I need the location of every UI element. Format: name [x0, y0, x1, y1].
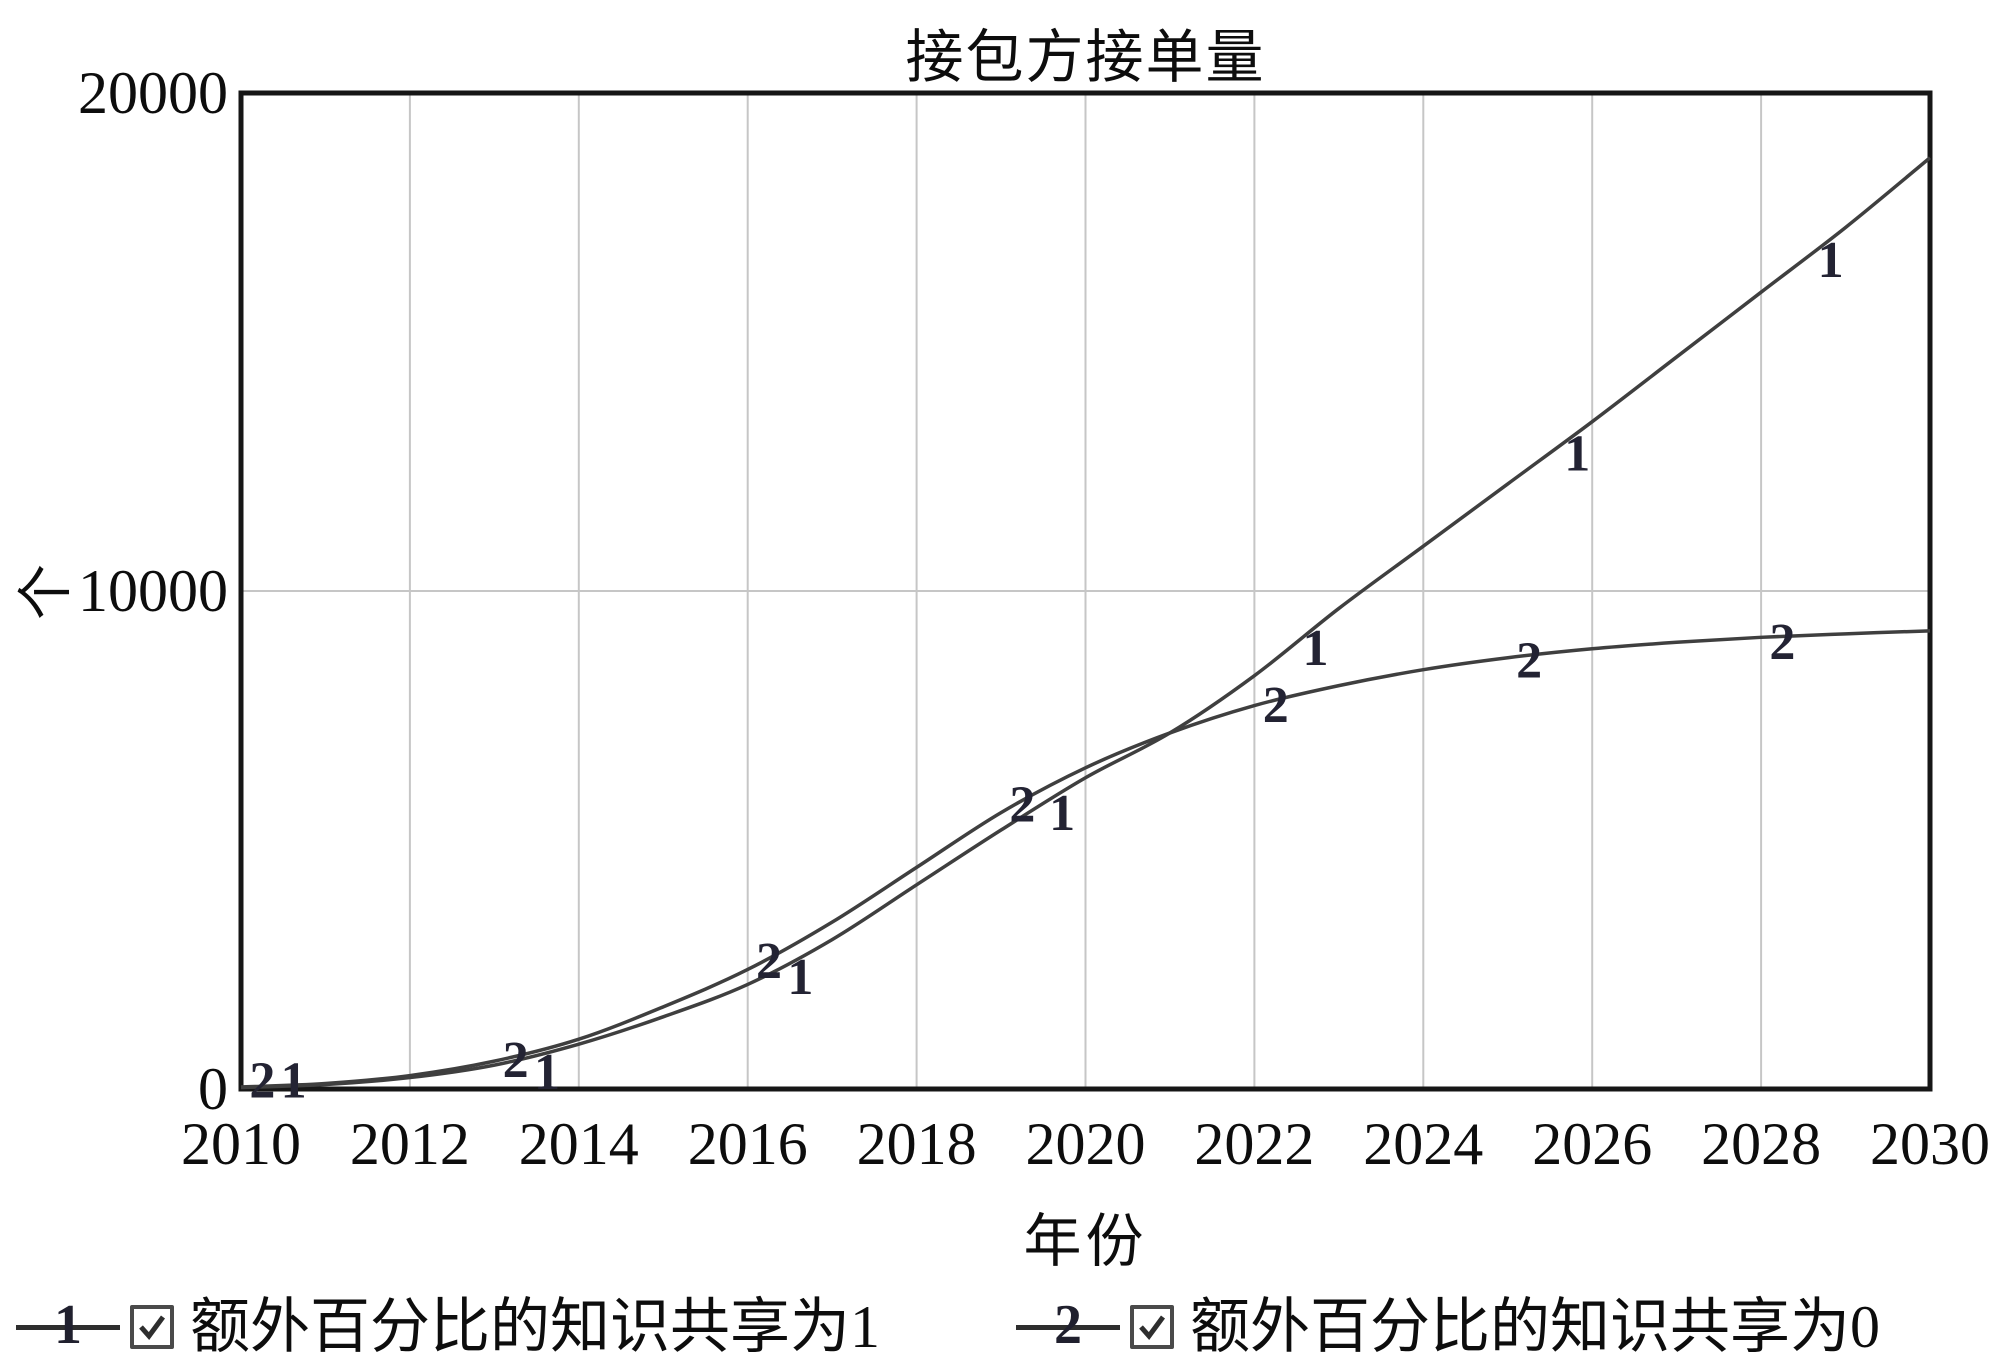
x-tick-label: 2012	[350, 1111, 470, 1177]
curve-label-1: 1	[787, 949, 813, 1006]
series-2-curve	[240, 629, 1931, 1089]
curve-label-2: 2	[1769, 614, 1795, 671]
curve-label-1: 1	[281, 1053, 307, 1110]
y-tick-label: 20000	[78, 60, 228, 126]
x-tick-label: 2014	[519, 1111, 639, 1177]
x-tick-label: 2016	[688, 1111, 808, 1177]
curve-label-2: 2	[1516, 633, 1542, 690]
x-tick-label: 2020	[1026, 1111, 1146, 1177]
x-tick-label: 2030	[1870, 1111, 1990, 1177]
checkmark-icon	[139, 1315, 166, 1340]
x-tick-label: 2028	[1701, 1111, 1821, 1177]
curve-label-1: 1	[1564, 426, 1590, 483]
y-tick-label: 0	[198, 1056, 228, 1122]
series-1-curve	[240, 156, 1932, 1090]
curve-label-2: 2	[249, 1053, 275, 1110]
curve-label-1: 1	[1303, 620, 1329, 677]
legend-mark-2: 2	[1054, 1293, 1082, 1356]
legend-label-2: 额外百分比的知识共享为0	[1190, 1294, 1880, 1360]
x-tick-label: 2022	[1194, 1111, 1314, 1177]
x-tick-label: 2018	[857, 1111, 977, 1177]
legend-label-1: 额外百分比的知识共享为1	[190, 1294, 880, 1360]
x-axis-label: 年份	[1023, 1209, 1148, 1274]
curve-label-2: 2	[756, 933, 782, 990]
legend-line-sample-2: 2	[1016, 1296, 1120, 1358]
legend-line-1	[16, 1325, 120, 1330]
legend-line-sample-1: 1	[16, 1296, 120, 1358]
x-tick-label: 2024	[1363, 1111, 1483, 1177]
y-axis-label: 个	[16, 564, 78, 620]
curve-label-1: 1	[1818, 232, 1844, 289]
curve-label-1: 1	[1049, 785, 1075, 842]
legend: 1 额外百分比的知识共享为1 2 额外百分比的知识共享为0	[0, 1296, 2000, 1358]
x-tick-label: 2010	[181, 1111, 301, 1177]
series-2-checkbox[interactable]	[1130, 1305, 1174, 1349]
legend-line-2	[1016, 1325, 1120, 1330]
x-tick-label: 2026	[1532, 1111, 1652, 1177]
curve-label-2: 2	[1009, 777, 1035, 834]
curve-label-1: 1	[534, 1044, 560, 1101]
chart-title: 接包方接单量	[905, 25, 1266, 90]
legend-item-series-1: 1 额外百分比的知识共享为1	[16, 1296, 880, 1358]
series-1-checkbox[interactable]	[130, 1305, 174, 1349]
curve-label-2: 2	[503, 1032, 529, 1089]
checkmark-icon	[1139, 1315, 1166, 1340]
plot-frame	[238, 90, 1933, 1092]
legend-mark-1: 1	[54, 1293, 82, 1356]
curve-label-2: 2	[1263, 677, 1289, 734]
legend-item-series-2: 2 额外百分比的知识共享为0	[1016, 1296, 1880, 1358]
y-tick-label: 10000	[78, 558, 228, 624]
